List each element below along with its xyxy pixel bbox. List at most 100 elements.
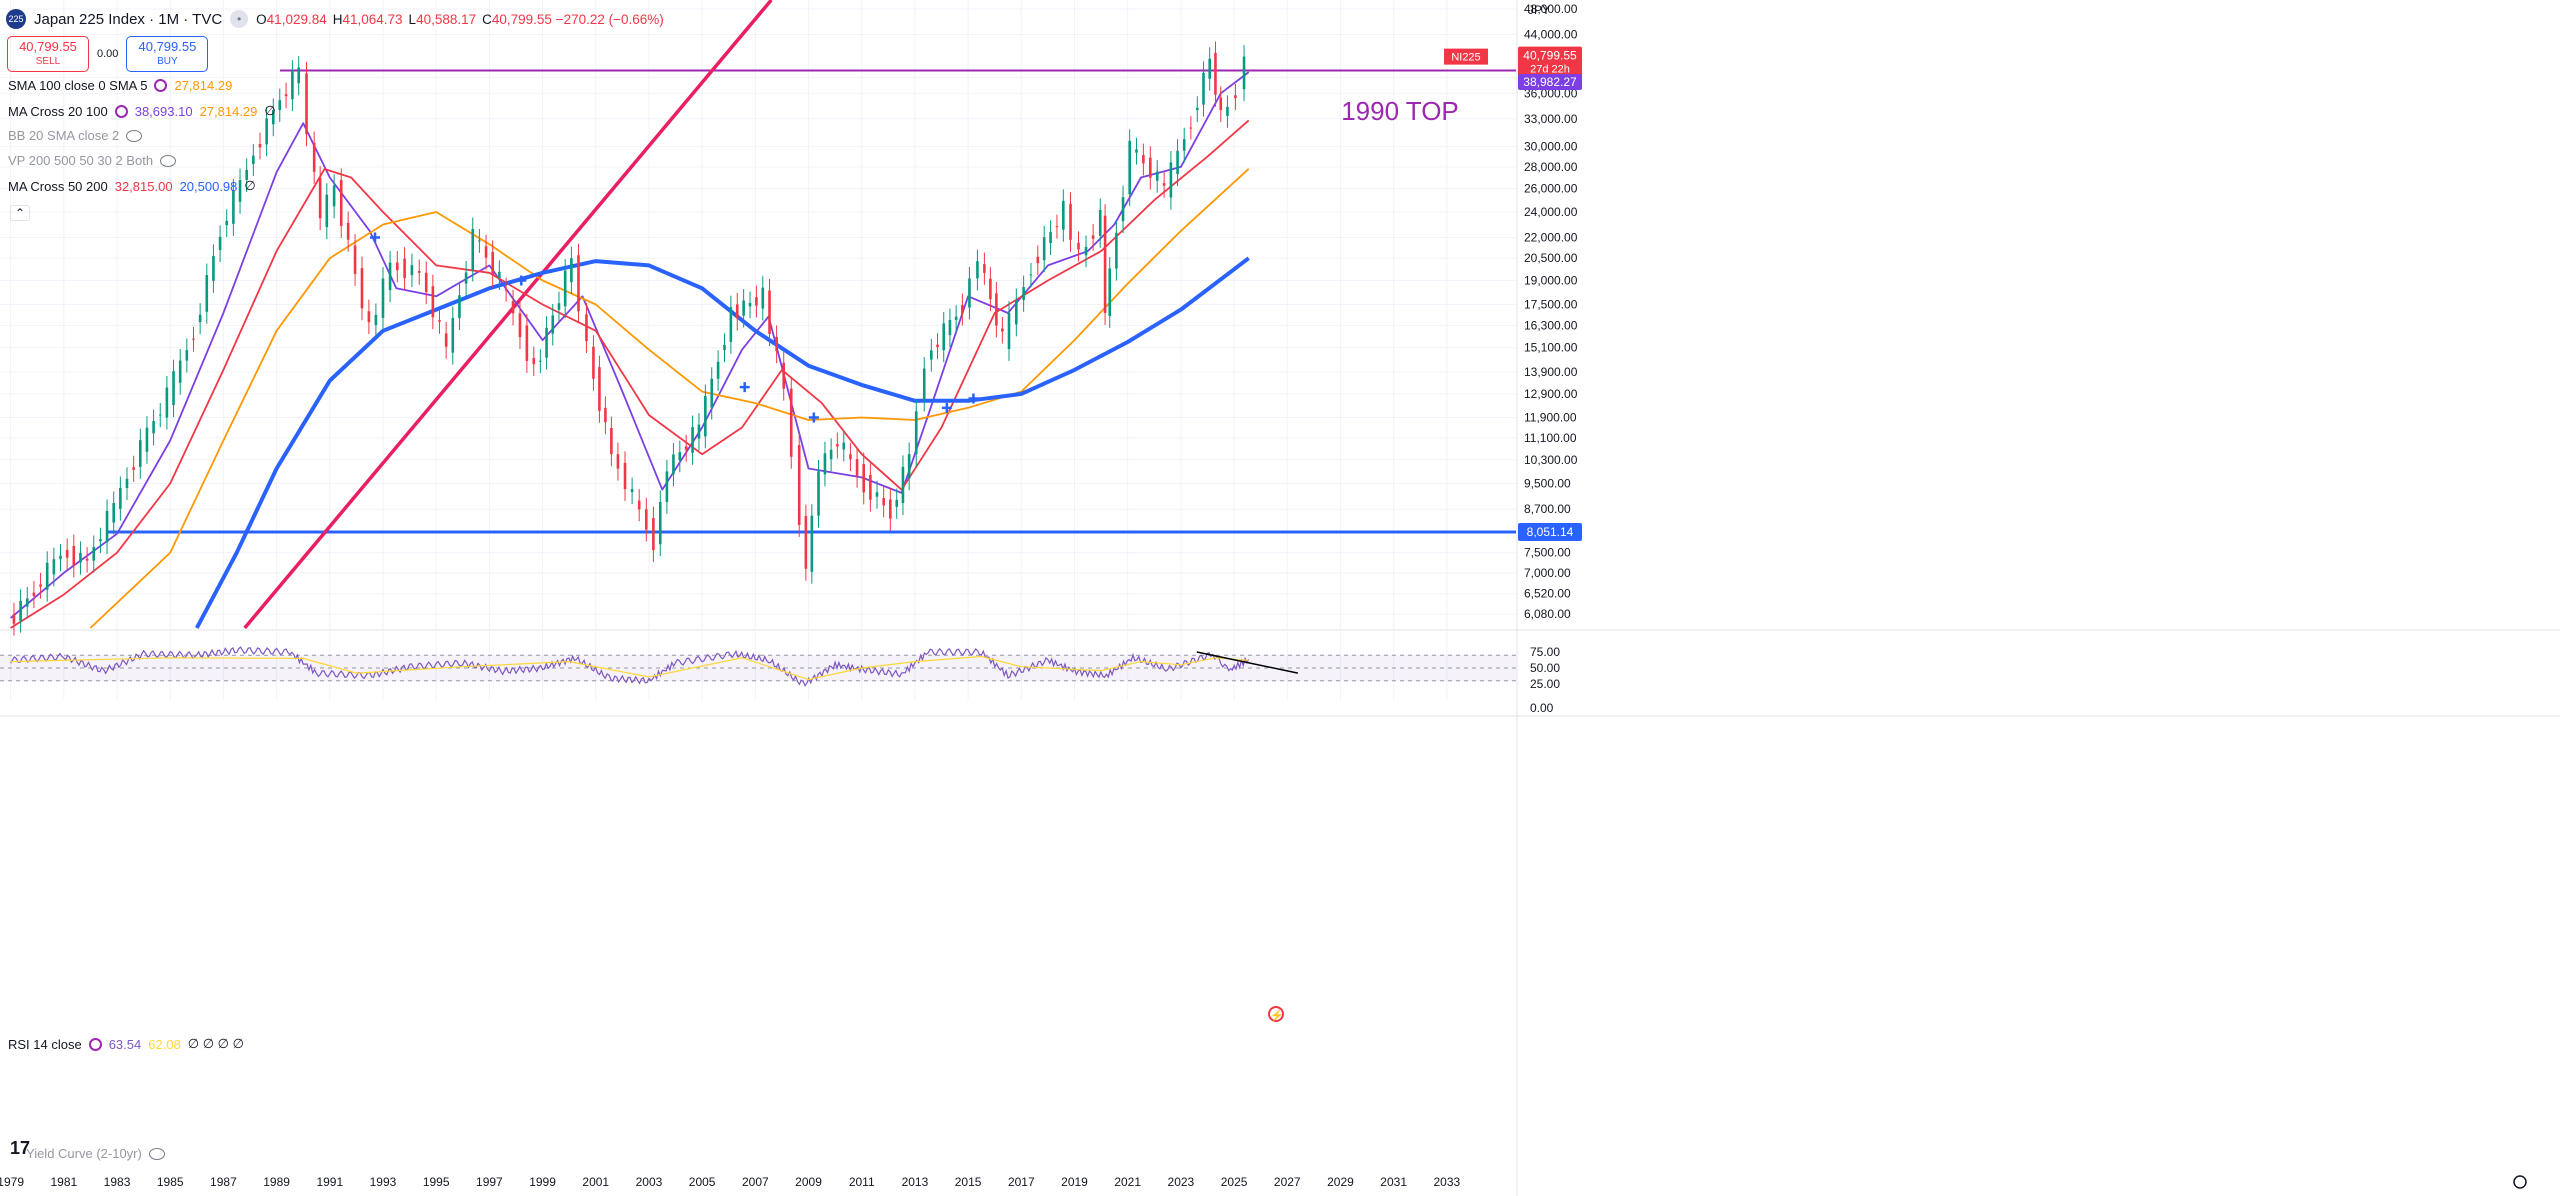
candle <box>889 499 892 519</box>
price-tick-label: 7,500.00 <box>1524 546 1571 560</box>
candle <box>1176 150 1179 175</box>
ohlc-item: H41,064.73 <box>333 12 403 27</box>
settings-icon[interactable] <box>88 1037 102 1051</box>
currency-label: JPY <box>1528 3 1550 17</box>
candle <box>735 304 739 319</box>
candle <box>658 501 662 545</box>
candle <box>346 222 350 240</box>
indicator-row[interactable]: BB 20 SMA close 2 <box>8 128 143 143</box>
eye-off-icon[interactable] <box>126 129 143 142</box>
tradingview-logo-icon[interactable]: 17 <box>10 1138 31 1158</box>
candle <box>755 297 758 306</box>
candle <box>1036 256 1040 264</box>
candle <box>1189 127 1193 129</box>
candle <box>637 500 641 510</box>
candle <box>592 346 595 379</box>
candle <box>678 452 682 461</box>
indicator-row[interactable]: SMA 100 close 0 SMA 5 27,814.29 <box>8 78 232 93</box>
price-tick-label: 6,520.00 <box>1524 587 1571 601</box>
candle <box>901 466 905 503</box>
indicator-row[interactable]: VP 200 500 50 30 2 Both <box>8 153 177 168</box>
candle <box>604 407 607 423</box>
price-tick-label: 11,900.00 <box>1524 411 1577 425</box>
buy-price: 40,799.55 <box>138 39 197 54</box>
candle <box>388 262 392 291</box>
last-price-badge <box>1518 46 1582 77</box>
indicator-value: 27,814.29 <box>199 103 258 119</box>
price-tick-label: 12,900.00 <box>1524 387 1578 401</box>
candle <box>742 300 745 316</box>
candle <box>855 459 859 476</box>
candle <box>232 190 235 224</box>
settings-icon[interactable] <box>154 79 168 92</box>
candle <box>729 307 733 342</box>
price-tick-label: 15,100.00 <box>1524 341 1578 355</box>
rsi-legend[interactable]: RSI 14 close 63.54 62.08 ∅ ∅ ∅ ∅ <box>8 1036 244 1052</box>
candle <box>989 278 992 300</box>
candle <box>1103 215 1107 314</box>
candle <box>1077 242 1080 250</box>
candle <box>278 100 282 111</box>
symbol-title[interactable]: Japan 225 Index · 1M · TVC <box>34 10 223 28</box>
more-options-icon[interactable]: • <box>230 10 249 28</box>
candle <box>125 478 129 488</box>
eye-off-icon[interactable] <box>148 1147 165 1160</box>
candle <box>305 73 308 135</box>
candle <box>72 546 76 566</box>
collapse-legend-chevron-icon[interactable]: ⌃ <box>10 205 30 221</box>
candle <box>1242 56 1246 90</box>
settings-icon[interactable] <box>114 104 128 118</box>
candle <box>32 592 36 597</box>
candle <box>312 142 316 172</box>
buy-button[interactable]: 40,799.55 BUY <box>126 36 209 72</box>
time-axis[interactable]: 1979 1981 1983 1985 1987 1989 1991 1993 1995 1997… <box>0 1175 2527 1189</box>
sell-label: SELL <box>35 56 61 67</box>
ma-cross-marker <box>968 393 979 404</box>
candle <box>198 314 202 323</box>
rsi-pane[interactable]: 75.00 50.00 25.00 0.00 <box>0 645 1560 715</box>
lightning-alert-icon[interactable]: ⚡ <box>1268 1006 1284 1022</box>
candle <box>817 471 820 516</box>
candle <box>563 270 567 307</box>
time-tick-label: 2013 <box>902 1175 929 1189</box>
candle <box>353 245 357 274</box>
candle <box>504 289 508 291</box>
candle <box>403 258 406 279</box>
indicator-name: MA Cross 50 200 <box>8 178 108 194</box>
yield-curve-legend[interactable]: Yield Curve (2-10yr) <box>26 1146 165 1161</box>
candle <box>65 549 69 558</box>
candle <box>245 169 248 180</box>
time-tick-label: 2033 <box>1433 1175 1460 1189</box>
price-axis[interactable]: 48,000.0044,000.0038,000.0036,000.0033,0… <box>1444 2 1582 621</box>
candle <box>968 278 971 308</box>
candle <box>112 502 115 523</box>
candle <box>1108 268 1112 316</box>
sell-button[interactable]: 40,799.55 SELL <box>7 36 89 72</box>
candle <box>1042 237 1046 261</box>
candle <box>152 421 155 434</box>
candle <box>52 559 56 575</box>
candle <box>804 516 808 569</box>
time-tick-label: 1981 <box>50 1175 77 1189</box>
axis-settings-icon[interactable] <box>2513 1175 2527 1189</box>
time-tick-label: 2015 <box>955 1175 982 1189</box>
indicator-row[interactable]: MA Cross 20 100 38,693.10 27,814.29 ∅ <box>8 103 276 119</box>
rsi-band <box>0 655 1516 681</box>
eye-off-icon[interactable] <box>160 154 177 167</box>
candle <box>59 555 62 560</box>
indicator-row[interactable]: MA Cross 50 200 32,815.00 20,500.98 ∅ <box>8 178 256 194</box>
time-tick-label: 1993 <box>370 1175 397 1189</box>
candle <box>948 319 952 336</box>
candle <box>185 350 189 361</box>
price-tick-label: 16,300.00 <box>1524 318 1578 332</box>
rsi-value: 63.54 <box>108 1036 142 1052</box>
ma-cross-marker <box>739 382 750 393</box>
candle <box>332 185 336 207</box>
candle <box>914 411 918 455</box>
price-tick-label: 19,000.00 <box>1524 273 1578 287</box>
candle <box>704 395 707 437</box>
countdown-label: 27d 22h <box>1530 64 1570 76</box>
rsi-tick-label: 0.00 <box>1530 701 1554 715</box>
